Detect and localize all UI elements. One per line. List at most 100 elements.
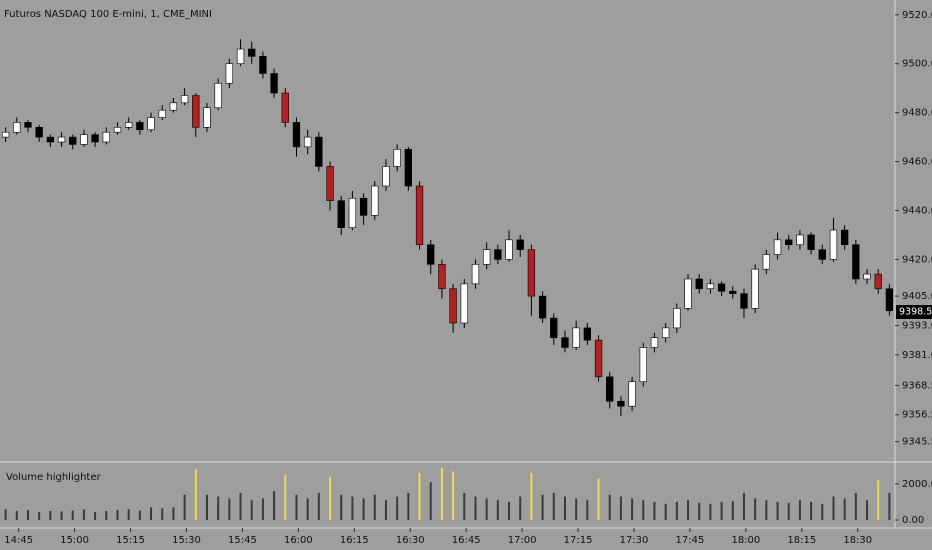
candle-body bbox=[225, 63, 234, 84]
candle-body bbox=[482, 249, 491, 265]
candle-body bbox=[550, 317, 558, 338]
volume-bar bbox=[306, 498, 309, 520]
volume-bar bbox=[474, 496, 477, 520]
volume-bar bbox=[742, 492, 745, 520]
candle-body bbox=[337, 200, 345, 228]
y-tick-label: 9368.50 bbox=[902, 380, 932, 391]
volume-bar bbox=[261, 498, 264, 520]
x-tick-label: 15:45 bbox=[228, 535, 257, 546]
volume-bar bbox=[843, 498, 846, 520]
candle-body bbox=[505, 239, 513, 260]
x-tick-label: 15:15 bbox=[116, 535, 145, 546]
candle-body bbox=[180, 95, 189, 104]
volume-bar bbox=[82, 509, 85, 520]
volume-bar bbox=[317, 492, 320, 520]
volume-bar bbox=[418, 473, 421, 520]
volume-bar bbox=[530, 473, 533, 520]
candle-body bbox=[158, 109, 166, 118]
y-tick-label: 9420.00 bbox=[902, 254, 932, 265]
candle-body bbox=[751, 268, 759, 309]
volume-bar bbox=[776, 501, 779, 520]
candle-body bbox=[471, 264, 480, 285]
candle-body bbox=[348, 197, 357, 228]
candle-body bbox=[818, 249, 826, 260]
candle-body bbox=[684, 278, 692, 309]
y-tick-label: 9405.00 bbox=[902, 291, 932, 302]
volume-bar bbox=[597, 478, 600, 520]
volume-bar bbox=[26, 510, 29, 520]
candle-body bbox=[673, 308, 681, 329]
x-tick-label: 15:00 bbox=[60, 535, 89, 546]
volume-bar bbox=[687, 500, 690, 520]
candle-body bbox=[639, 347, 647, 383]
x-tick-label: 17:15 bbox=[564, 535, 593, 546]
candle-body bbox=[583, 327, 591, 341]
candle-body bbox=[69, 136, 77, 145]
volume-bar bbox=[384, 500, 387, 520]
candle-body bbox=[113, 127, 122, 133]
candle-body bbox=[561, 337, 569, 348]
y-tick-label: 9440.00 bbox=[902, 205, 932, 216]
volume-bar bbox=[798, 500, 801, 520]
y-tick-label: 9393.00 bbox=[902, 320, 932, 331]
candle-body bbox=[628, 381, 636, 407]
candle-body bbox=[46, 136, 54, 143]
x-tick-label: 17:45 bbox=[676, 535, 705, 546]
volume-bar bbox=[485, 498, 488, 520]
candle-body bbox=[147, 117, 155, 131]
candle-body bbox=[80, 134, 88, 145]
x-tick-label: 16:15 bbox=[340, 535, 369, 546]
candle-body bbox=[169, 102, 178, 111]
candle-body bbox=[863, 273, 871, 280]
candle-body bbox=[852, 244, 860, 280]
x-tick-label: 16:45 bbox=[452, 535, 481, 546]
candle-body bbox=[829, 229, 838, 260]
candle-body bbox=[729, 290, 737, 294]
candle-body bbox=[136, 122, 144, 131]
candle-body bbox=[315, 136, 323, 167]
volume-bar bbox=[586, 500, 589, 520]
volume-bar bbox=[675, 501, 678, 520]
candle-body bbox=[840, 229, 849, 246]
x-tick-label: 18:30 bbox=[843, 535, 872, 546]
candle-body bbox=[717, 283, 726, 292]
candle-body bbox=[192, 95, 200, 128]
volume-bar bbox=[15, 510, 18, 520]
candle-body bbox=[91, 134, 99, 143]
x-tick-label: 17:30 bbox=[620, 535, 649, 546]
candle-body bbox=[203, 107, 211, 128]
candle-body bbox=[650, 337, 659, 348]
candle-body bbox=[326, 166, 334, 201]
candle-body bbox=[516, 239, 524, 250]
volume-bar bbox=[228, 498, 231, 520]
volume-bar bbox=[575, 498, 578, 520]
candle-body bbox=[706, 283, 715, 290]
candle-body bbox=[538, 295, 547, 319]
candle-body bbox=[427, 244, 435, 265]
y-tick-label: 9500.00 bbox=[902, 59, 932, 70]
candle-body bbox=[13, 122, 21, 133]
candle-body bbox=[874, 273, 882, 290]
y-tick-label: 9345.50 bbox=[902, 437, 932, 448]
volume-bar bbox=[631, 498, 634, 520]
volume-bar bbox=[720, 501, 723, 520]
candle-body bbox=[415, 185, 424, 246]
candle-body bbox=[371, 185, 379, 216]
candle-body bbox=[773, 239, 782, 255]
volume-bar bbox=[138, 510, 141, 520]
volume-bar bbox=[440, 467, 443, 520]
candle-body bbox=[281, 92, 289, 123]
volume-bar bbox=[563, 496, 566, 520]
volume-bar bbox=[396, 496, 399, 520]
volume-bar bbox=[642, 500, 645, 520]
candle-body bbox=[248, 48, 256, 57]
volume-bar bbox=[295, 494, 298, 520]
candle-body bbox=[404, 149, 412, 187]
volume-bar bbox=[463, 492, 466, 520]
candle-body bbox=[57, 136, 66, 143]
volume-bar bbox=[116, 510, 119, 520]
volume-bar bbox=[731, 501, 734, 520]
volume-bar bbox=[373, 494, 376, 520]
chart-title: Futuros NASDAQ 100 E-mini, 1, CME_MINI bbox=[4, 9, 212, 20]
x-tick-label: 18:00 bbox=[731, 535, 760, 546]
